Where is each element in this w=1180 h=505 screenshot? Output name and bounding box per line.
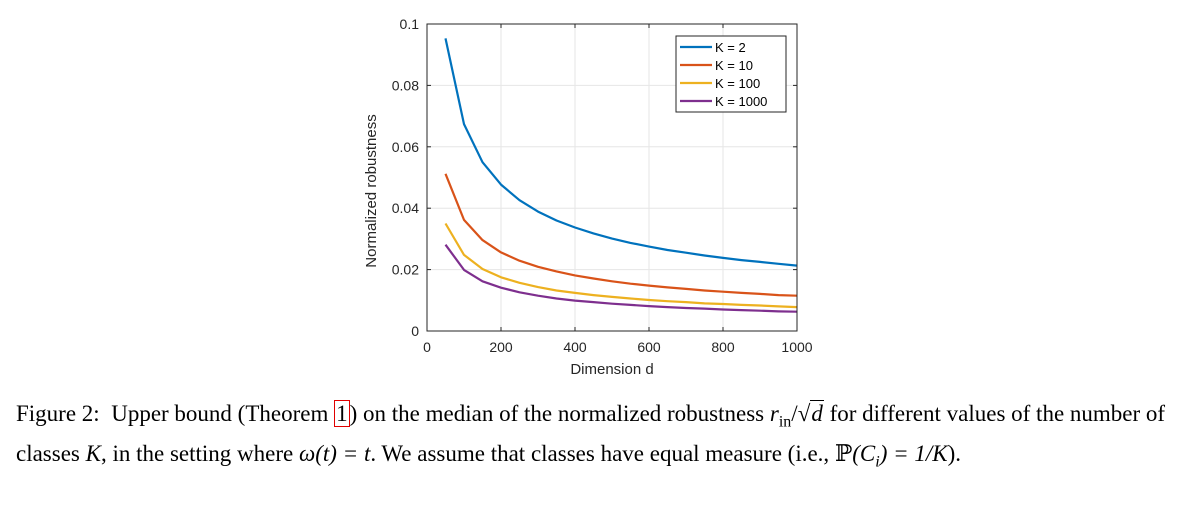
x-tick-label: 200 (489, 339, 513, 355)
caption-text-6: ). (948, 441, 961, 466)
y-tick-label: 0.06 (392, 139, 419, 155)
y-axis-label: Normalized robustness (363, 114, 380, 267)
caption-label: Figure 2: (16, 401, 100, 426)
math-probability-symbol: ℙ (835, 441, 852, 467)
x-tick-label: 400 (563, 339, 587, 355)
math-prob-value: ) = 1/K (880, 441, 948, 466)
x-tick-label: 600 (637, 339, 661, 355)
math-omega-equation: ω(t) = t (299, 441, 370, 466)
series-line (446, 174, 798, 296)
y-tick-label: 0.04 (392, 200, 419, 216)
series-line (446, 224, 798, 308)
math-prob-arg: (C (852, 441, 875, 466)
y-tick-label: 0.08 (392, 77, 419, 93)
legend: K = 2 K = 10 K = 100 K = 1000 (676, 36, 786, 112)
y-tick-label: 0.02 (392, 262, 419, 278)
legend-label: K = 10 (715, 58, 753, 73)
math-d: d (810, 400, 824, 426)
series-line (446, 245, 798, 312)
caption-text-4: , in the setting where (101, 441, 299, 466)
caption-text-2: ) on the median of the normalized robust… (350, 401, 770, 426)
x-tick-label: 0 (423, 339, 431, 355)
math-r: r (770, 401, 779, 426)
x-tick-label: 1000 (781, 339, 812, 355)
sqrt-symbol: √ (798, 401, 811, 426)
caption-text-5: . We assume that classes have equal meas… (370, 441, 835, 466)
math-sqrt-d: √d (798, 400, 824, 426)
legend-label: K = 2 (715, 40, 746, 55)
math-r-subscript: in (779, 414, 791, 431)
y-tick-label: 0 (411, 323, 419, 339)
figure-caption: Figure 2: Upper bound (Theorem 1) on the… (16, 398, 1168, 477)
legend-label: K = 1000 (715, 94, 767, 109)
y-tick-label: 0.1 (400, 16, 420, 32)
math-K: K (86, 441, 101, 466)
theorem-reference-link[interactable]: 1 (334, 400, 350, 427)
line-chart: 0 200 400 600 800 1000 0 0.02 0.04 0.06 0.08 0.1 Di… (0, 0, 1180, 395)
legend-label: K = 100 (715, 76, 760, 91)
x-tick-label: 800 (711, 339, 735, 355)
x-axis-label: Dimension d (570, 361, 653, 378)
caption-text-1: Upper bound (Theorem (111, 401, 334, 426)
